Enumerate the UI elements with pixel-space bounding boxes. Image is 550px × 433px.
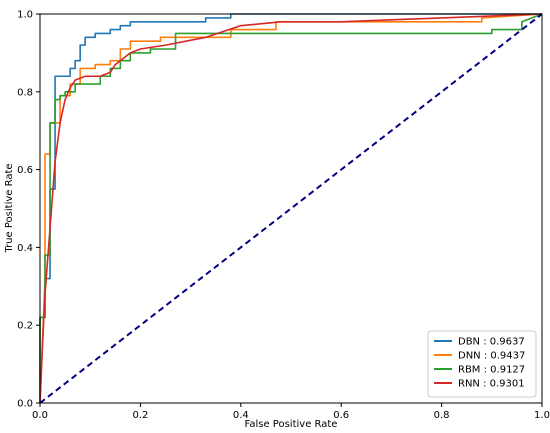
- legend-label-rbm: RBM : 0.9127: [458, 365, 525, 376]
- y-axis-label: True Positive Rate: [4, 163, 15, 253]
- x-tick-label: 0.4: [233, 410, 249, 421]
- series-layer: [39, 13, 543, 404]
- x-tick-label: 1.0: [534, 410, 550, 421]
- series-line-rnn: [39, 13, 543, 404]
- y-tick-label: 0.0: [17, 399, 33, 410]
- y-tick-label: 0.2: [17, 321, 33, 332]
- x-axis-ticks: 0.0 0.2 0.4 0.6 0.8 1.0: [32, 403, 550, 421]
- legend-label-dnn: DNN : 0.9437: [458, 351, 525, 362]
- x-tick-label: 0.8: [434, 410, 450, 421]
- legend: DBN : 0.9637 DNN : 0.9437 RBM : 0.9127 RNN …: [427, 330, 537, 398]
- series-line-dbn: [39, 13, 542, 403]
- x-tick-label: 0.0: [32, 410, 48, 421]
- legend-label-rnn: RNN : 0.9301: [458, 379, 525, 390]
- y-axis-ticks: 0.0 0.2 0.4 0.6 0.8 1.0: [17, 10, 40, 410]
- y-tick-label: 0.4: [17, 243, 33, 254]
- x-tick-label: 0.6: [333, 410, 349, 421]
- chance-diagonal-line: [39, 13, 543, 404]
- legend-box: [427, 330, 537, 398]
- x-tick-label: 0.2: [132, 410, 148, 421]
- y-tick-label: 1.0: [17, 10, 33, 21]
- legend-label-dbn: DBN : 0.9637: [458, 337, 525, 348]
- plot-frame: [39, 13, 543, 404]
- x-axis-label: False Positive Rate: [245, 419, 338, 430]
- y-tick-label: 0.8: [17, 87, 33, 98]
- y-tick-label: 0.6: [17, 165, 33, 176]
